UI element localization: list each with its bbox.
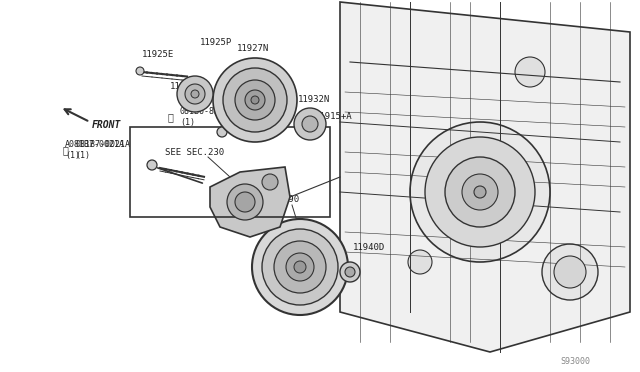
Circle shape [235,80,275,120]
Text: 11940D: 11940D [353,243,385,251]
Circle shape [445,157,515,227]
Circle shape [262,174,278,190]
Text: SEE SEC.490: SEE SEC.490 [240,195,299,203]
Circle shape [345,267,355,277]
Circle shape [223,68,287,132]
Circle shape [302,116,318,132]
Text: 11927N: 11927N [237,44,269,52]
Circle shape [286,253,314,281]
Circle shape [191,90,199,98]
Text: A081B7-0021A
(1): A081B7-0021A (1) [65,140,125,160]
Polygon shape [210,167,290,237]
Circle shape [235,192,255,212]
Circle shape [410,122,550,262]
Text: Ⓑ: Ⓑ [167,112,173,122]
Text: SEE SEC.230: SEE SEC.230 [165,148,224,157]
Circle shape [136,67,144,75]
Text: 081B6-8251A
(1): 081B6-8251A (1) [180,107,235,127]
Circle shape [147,160,157,170]
Text: 11915+A: 11915+A [315,112,353,121]
Text: FRONT: FRONT [92,120,122,130]
Circle shape [251,96,259,104]
Circle shape [185,84,205,104]
Circle shape [294,261,306,273]
Circle shape [245,90,265,110]
Circle shape [177,76,213,112]
Text: 11925E: 11925E [142,49,174,58]
Circle shape [227,184,263,220]
Circle shape [425,137,535,247]
Circle shape [274,241,326,293]
Circle shape [515,57,545,87]
Circle shape [542,244,598,300]
Circle shape [217,127,227,137]
Text: 081B7-0021A
(1): 081B7-0021A (1) [75,140,130,160]
Circle shape [252,219,348,315]
Text: S93000: S93000 [560,357,590,366]
Text: 11932N: 11932N [298,94,330,103]
Text: Ⓐ: Ⓐ [62,145,68,155]
Circle shape [408,250,432,274]
Polygon shape [340,2,630,352]
Circle shape [554,256,586,288]
Text: 11915: 11915 [170,81,197,90]
Circle shape [294,108,326,140]
Circle shape [340,262,360,282]
Circle shape [474,186,486,198]
Circle shape [462,174,498,210]
Circle shape [262,229,338,305]
Text: 11925P: 11925P [200,38,232,46]
Circle shape [213,58,297,142]
